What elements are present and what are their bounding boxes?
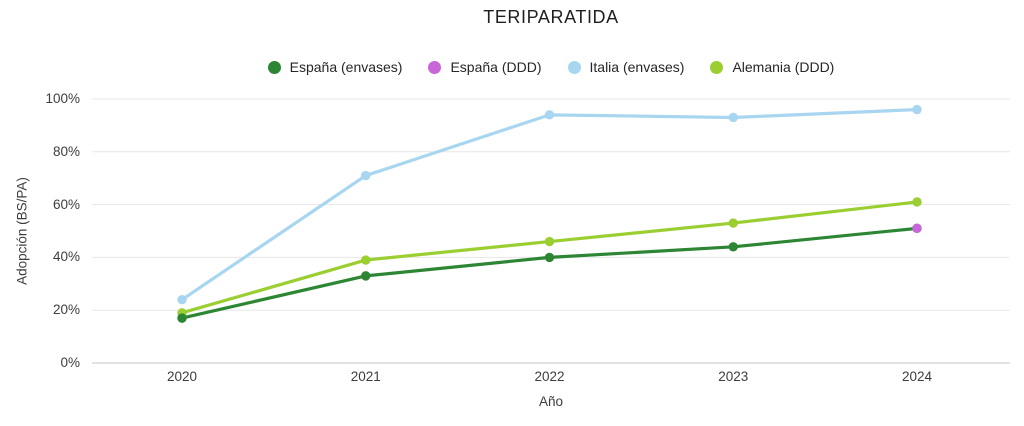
data-point (361, 255, 371, 265)
y-tick-label: 60% (52, 196, 80, 212)
x-tick-label: 2021 (350, 369, 381, 384)
x-tick-label: 2024 (901, 369, 933, 384)
legend: España (envases) España (DDD) Italia (enva… (92, 56, 1010, 78)
y-tick-label: 0% (60, 355, 80, 370)
legend-dot-icon (710, 60, 724, 74)
legend-item-3[interactable]: Alemania (DDD) (710, 59, 834, 75)
y-tick-label: 100% (45, 91, 80, 106)
y-tick-label: 20% (52, 302, 80, 318)
x-axis-label: Año (538, 394, 564, 409)
x-tick-label: 2022 (534, 369, 565, 384)
legend-item-0[interactable]: España (envases) (267, 59, 403, 75)
data-point (544, 252, 555, 263)
data-point (912, 197, 922, 207)
legend-item-2[interactable]: Italia (envases) (567, 59, 685, 75)
y-tick-label: 40% (52, 249, 80, 265)
data-point (544, 236, 555, 247)
data-point (728, 112, 738, 123)
legend-label: España (DDD) (450, 59, 542, 75)
data-point (728, 242, 738, 252)
x-tick-label: 2023 (718, 369, 749, 384)
legend-item-1[interactable]: España (DDD) (428, 59, 542, 75)
data-point (544, 110, 555, 120)
data-point (361, 271, 371, 281)
data-point (361, 170, 371, 181)
y-tick-label: 80% (52, 143, 80, 159)
legend-dot-icon (567, 60, 581, 74)
y-axis-label: Adopción (BS/PA) (14, 177, 30, 285)
x-tick-label: 2020 (166, 369, 198, 384)
data-point (728, 218, 738, 228)
data-point (912, 223, 922, 234)
legend-dot-icon (428, 60, 442, 74)
data-point (177, 294, 187, 305)
legend-label: España (envases) (289, 59, 403, 75)
data-point (177, 313, 187, 323)
legend-label: Italia (envases) (589, 59, 685, 75)
legend-label: Alemania (DDD) (732, 59, 835, 75)
data-point (912, 104, 922, 115)
chart-title: TERIPARATIDA (483, 7, 619, 27)
legend-dot-icon (267, 60, 281, 74)
